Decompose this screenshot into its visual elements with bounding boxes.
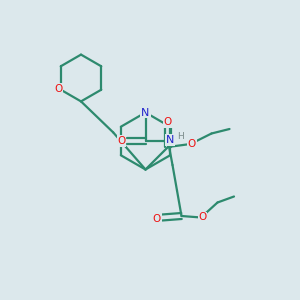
Text: N: N	[141, 107, 150, 118]
Text: N: N	[166, 135, 175, 145]
Text: O: O	[117, 136, 126, 146]
Text: O: O	[54, 84, 62, 94]
Text: O: O	[152, 214, 161, 224]
Text: H: H	[177, 132, 184, 141]
Text: O: O	[164, 117, 172, 127]
Text: O: O	[198, 212, 207, 223]
Text: O: O	[188, 139, 196, 149]
